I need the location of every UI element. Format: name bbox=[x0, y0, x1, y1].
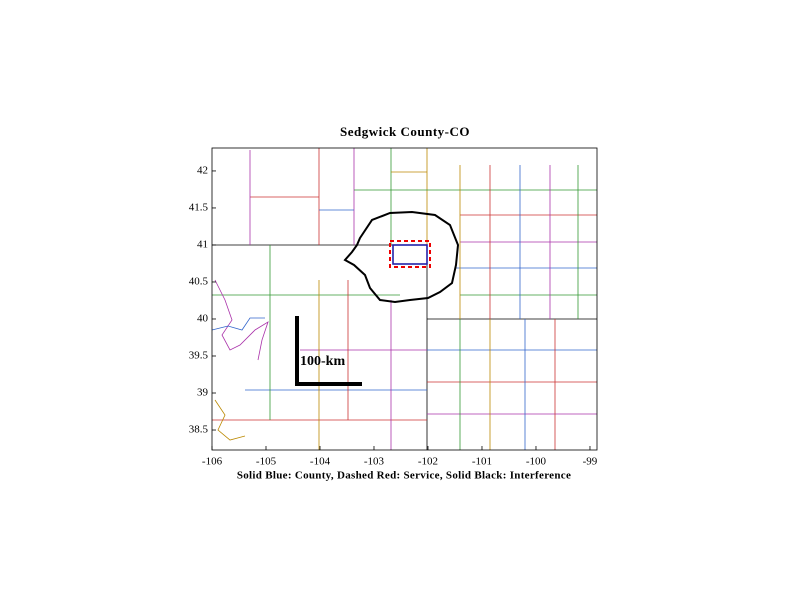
y-tick-label: 42 bbox=[197, 164, 208, 176]
chart-title: Sedgwick County-CO bbox=[340, 124, 470, 139]
y-tick-label: 40.5 bbox=[189, 276, 209, 288]
y-tick-label: 38.5 bbox=[189, 424, 209, 436]
service-area bbox=[389, 240, 431, 268]
x-tick-label: -100 bbox=[526, 456, 547, 468]
x-tick-label: -99 bbox=[583, 456, 598, 468]
y-tick-label: 40 bbox=[197, 313, 209, 325]
x-tick-label: -102 bbox=[418, 456, 438, 468]
x-tick-label: -105 bbox=[256, 456, 277, 468]
county-boundaries bbox=[211, 148, 597, 450]
x-tick-label: -106 bbox=[202, 456, 223, 468]
x-tick-label: -104 bbox=[310, 456, 331, 468]
x-axis-label: Solid Blue: County, Dashed Red: Service,… bbox=[237, 470, 571, 482]
county-area bbox=[392, 244, 428, 265]
interference-contour bbox=[343, 210, 460, 304]
x-tick-label: -103 bbox=[364, 456, 385, 468]
y-tick-label: 41 bbox=[197, 238, 208, 250]
y-tick-label: 41.5 bbox=[189, 201, 209, 213]
x-tick-label: -101 bbox=[472, 456, 492, 468]
plot-frame bbox=[211, 147, 598, 451]
scale-bar bbox=[295, 316, 362, 386]
scale-label: 100-km bbox=[300, 354, 345, 369]
y-tick-label: 39.5 bbox=[189, 350, 209, 362]
y-tick-label: 39 bbox=[197, 387, 209, 399]
